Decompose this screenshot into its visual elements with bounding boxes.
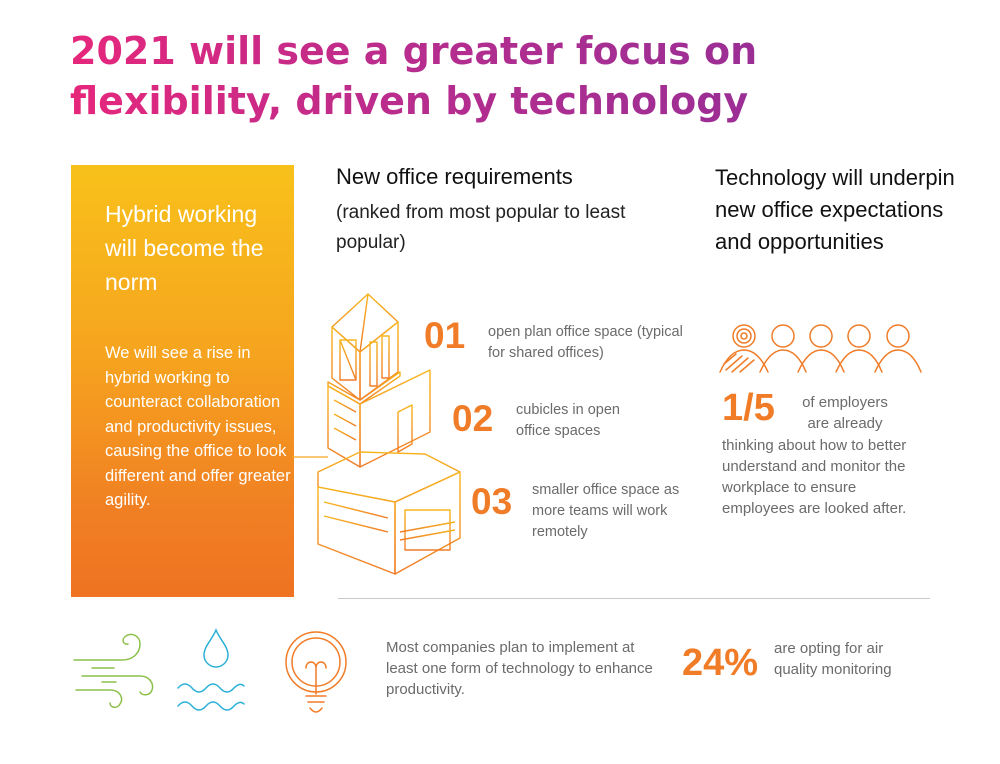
water-drop-icon (177, 627, 245, 711)
technology-heading: Technology will underpin new office expe… (715, 165, 955, 254)
rank-text-3: smaller office space as more teams will … (532, 482, 680, 540)
employers-stat-lead: of employers are already (802, 394, 888, 432)
requirements-heading: New office requirements (336, 164, 573, 189)
hybrid-body: We will see a rise in hybrid working to … (105, 344, 291, 509)
employers-stat-value: 1/5 (722, 387, 775, 429)
wind-icon (73, 633, 154, 708)
callout-connector (292, 456, 328, 458)
rank-text-1: open plan office space (typical for shar… (488, 324, 683, 361)
air-quality-stat-value: 24% (682, 642, 759, 684)
rank-number-1: 01 (424, 315, 466, 356)
people-group-icon (719, 324, 922, 373)
requirements-subheading: (ranked from most popular to least popul… (336, 202, 626, 253)
hybrid-working-panel: Hybrid working will become the norm We w… (71, 165, 294, 597)
page-title: 2021 will see a greater focus on flexibi… (70, 26, 950, 126)
rank-number-2: 02 (452, 398, 494, 439)
technology-plan-text: Most companies plan to implement at leas… (386, 639, 653, 698)
building-stack-icon (317, 293, 461, 575)
lightbulb-icon (285, 631, 347, 713)
rank-number-3: 03 (471, 481, 513, 522)
rank-text-2: cubicles in open office spaces (516, 402, 620, 439)
air-quality-stat-text: are opting for air quality monitoring (774, 640, 892, 678)
hybrid-heading: Hybrid working will become the norm (105, 201, 264, 295)
section-divider (338, 598, 930, 599)
employers-stat-text: thinking about how to better understand … (722, 437, 907, 517)
